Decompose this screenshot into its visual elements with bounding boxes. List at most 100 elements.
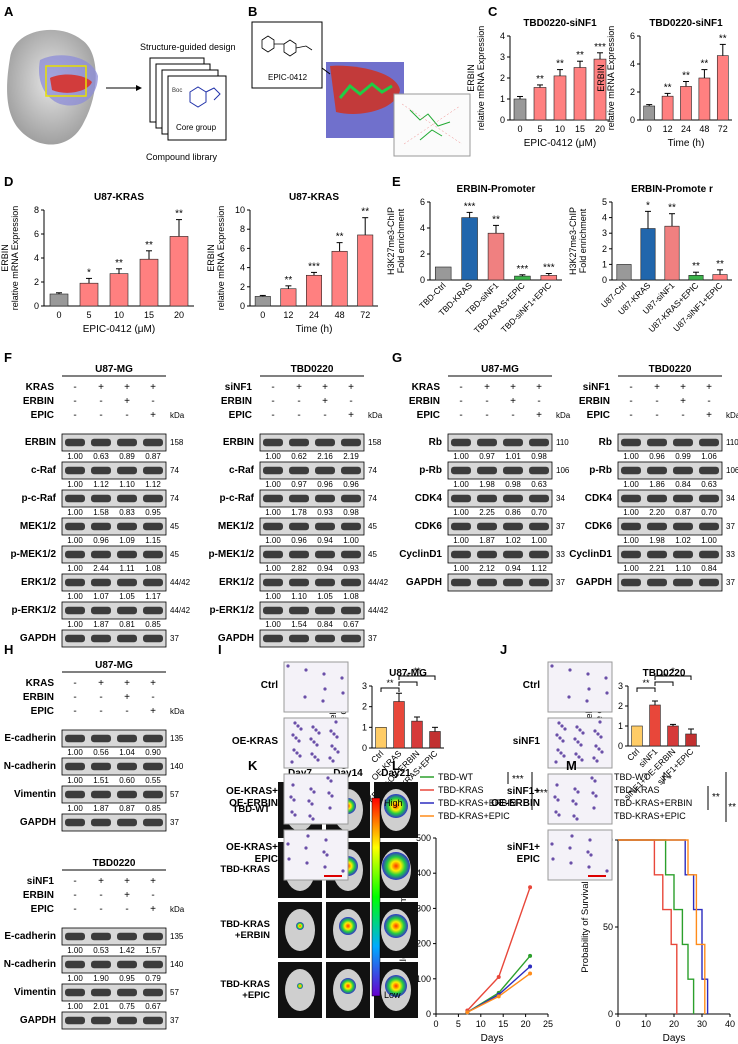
blot-band [143, 438, 163, 447]
blot-row-label: ERBIN [223, 437, 254, 448]
blot-band [621, 438, 641, 447]
band-quant: 1.00 [67, 564, 83, 573]
bar [169, 236, 189, 307]
invading-cell [580, 758, 584, 762]
kda-value: 44/42 [368, 578, 389, 587]
invasion-label: siNF1+ [507, 842, 540, 853]
blot-band [477, 466, 497, 475]
blot-strip [447, 545, 553, 564]
band-quant: 0.93 [343, 564, 359, 573]
invading-cell [311, 725, 315, 729]
treat-label: ERBIN [23, 890, 54, 901]
blot-h2: TBD0220 siNF1 - + + + ERBIN - - + - EPIC - - - + kDa E-ca… [4, 858, 185, 1030]
y-tick-label: 2 [618, 701, 623, 711]
band-quant: 0.70 [531, 508, 547, 517]
treat-sign: - [537, 396, 540, 407]
blot-row-label: N-cadherin [4, 959, 56, 970]
treat-sign: - [511, 410, 514, 421]
x-tick-label: 10 [476, 1019, 486, 1029]
blot-band [477, 550, 497, 559]
kda-value: 106 [556, 466, 570, 475]
y-label-2: relative mRNA Expression [216, 206, 226, 311]
data-point [528, 953, 533, 958]
kda-value: 106 [726, 466, 738, 475]
invading-cell [599, 735, 603, 739]
bracket [398, 675, 436, 680]
invading-cell [570, 834, 574, 838]
kda-label: kDa [170, 905, 185, 914]
invading-cell [589, 853, 593, 857]
treat-sign: - [707, 396, 710, 407]
band-quant: 1.08 [343, 592, 359, 601]
invading-cell [573, 787, 577, 791]
panel-a: A Structure-guided design Boc Core group… [4, 4, 236, 162]
invading-cell [286, 664, 290, 668]
kda-value: 44/42 [170, 578, 191, 587]
invading-cell [592, 806, 596, 810]
invading-cell [593, 779, 597, 783]
band-quant: 1.00 [453, 480, 469, 489]
blot-band [673, 522, 693, 531]
y-tick-label: 4 [240, 263, 245, 273]
blot-band [699, 550, 719, 559]
invading-cell [291, 783, 295, 787]
bar [411, 720, 423, 749]
blot-strip [259, 517, 365, 536]
blot-band [503, 438, 523, 447]
invading-cell [335, 735, 339, 739]
invading-cell [292, 798, 296, 802]
band-quant: 0.95 [145, 508, 161, 517]
invading-cell [312, 790, 316, 794]
bar [306, 274, 322, 307]
band-quant: 1.08 [145, 564, 161, 573]
x-tick-label: 48 [699, 124, 709, 134]
invading-cell [575, 725, 579, 729]
y-tick-label: 4 [34, 253, 39, 263]
y-tick-label: 2 [362, 702, 367, 712]
blot-band [451, 494, 471, 503]
blot-band [143, 734, 163, 743]
scale-low: Low [384, 990, 401, 1000]
treat-label: EPIC [229, 410, 252, 421]
blot-band [341, 550, 361, 559]
kda-value: 135 [170, 932, 184, 941]
band-quant: 1.86 [649, 480, 665, 489]
x-tick-label: 0 [615, 1019, 620, 1029]
invading-cell [572, 814, 576, 818]
treat-label: KRAS [26, 678, 55, 689]
blot-band [621, 578, 641, 587]
invading-cell [578, 728, 582, 732]
treat-sign: - [459, 396, 462, 407]
band-quant: 0.83 [119, 508, 135, 517]
invading-cell [311, 817, 315, 821]
blot-band [699, 494, 719, 503]
blot-band [65, 762, 85, 771]
blot-band [647, 578, 667, 587]
kda-label: kDa [726, 411, 738, 420]
treat-sign: + [150, 678, 156, 689]
treat-sign: - [151, 396, 154, 407]
band-quant: 2.12 [479, 564, 495, 573]
panel-letter-g: G [392, 350, 402, 365]
invading-cell [341, 869, 345, 873]
invading-cell [316, 758, 320, 762]
series-line [467, 965, 531, 1013]
invading-cell [336, 750, 340, 754]
invading-cell [328, 806, 332, 810]
x-tick-label: 15 [144, 310, 154, 320]
y-tick-label: 2 [500, 73, 505, 83]
band-quant: 1.02 [505, 536, 521, 545]
invading-cell [604, 676, 608, 680]
band-quant: 0.87 [675, 508, 691, 517]
y-tick-label: 50 [603, 922, 613, 932]
x-tick-label: 40 [725, 1019, 735, 1029]
sig-label: ** [556, 59, 564, 70]
blot-band [91, 790, 111, 799]
band-quant: 0.93 [317, 508, 333, 517]
blot-row-label: GAPDH [20, 633, 56, 644]
band-quant: 0.95 [119, 974, 135, 983]
band-quant: 0.63 [701, 480, 717, 489]
invasion-label: siNF1 [513, 736, 541, 747]
sig-label: ** [145, 240, 153, 251]
x-tick-label: 20 [595, 124, 605, 134]
